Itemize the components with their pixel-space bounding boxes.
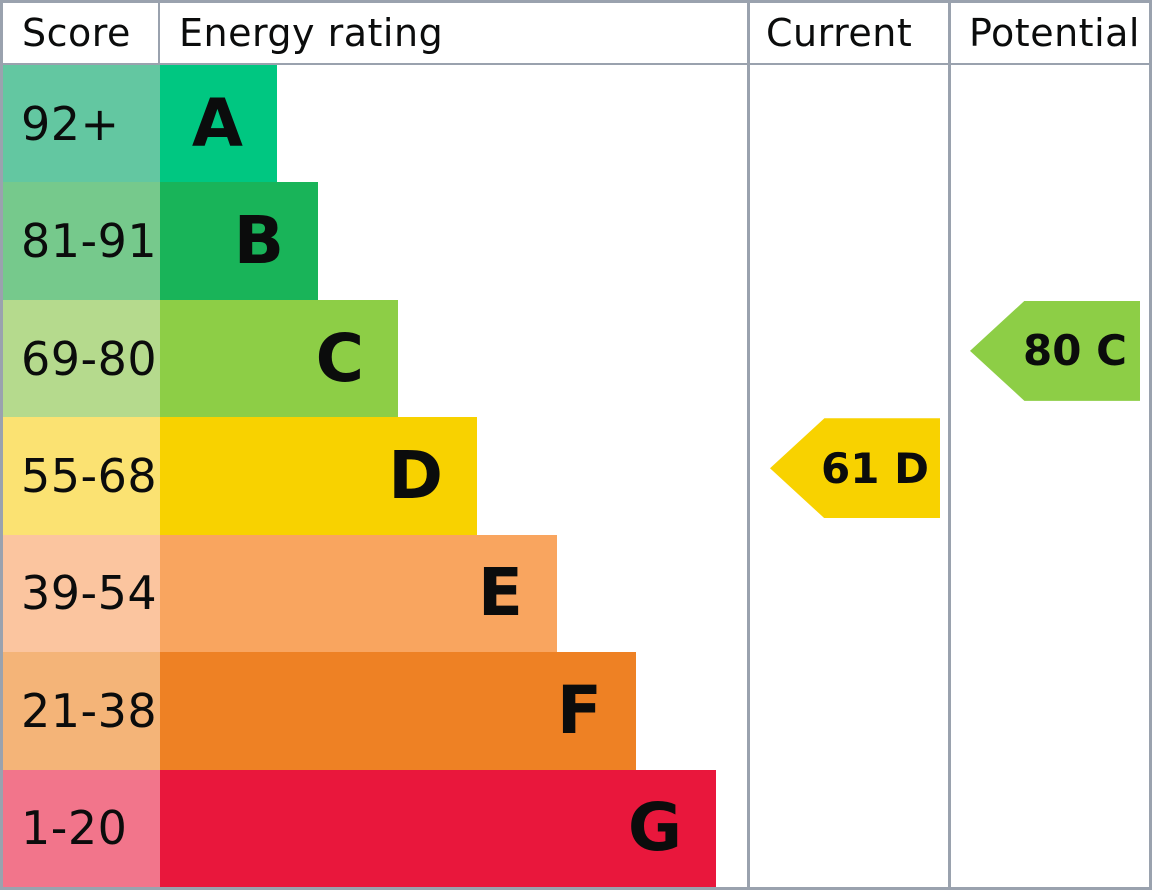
score-range: 21-38	[3, 652, 160, 770]
rating-letter: F	[556, 671, 602, 749]
rating-letter: C	[315, 319, 364, 397]
rating-row: 81-91 B	[3, 182, 1149, 300]
rating-row: 92+ A	[3, 65, 1149, 183]
score-range: 55-68	[3, 417, 160, 535]
potential-rating-label: 80 C	[1023, 326, 1127, 376]
score-range: 1-20	[3, 769, 160, 887]
rating-bar: D	[160, 417, 477, 535]
rating-row: 39-54 E	[3, 534, 1149, 653]
rating-bar: A	[160, 65, 277, 183]
rating-letter: E	[477, 554, 523, 632]
header-current: Current	[766, 11, 913, 55]
rating-letter: A	[191, 84, 243, 162]
column-divider-current	[747, 3, 750, 887]
current-rating-label: 61 D	[821, 443, 929, 493]
rating-row: 21-38 F	[3, 652, 1149, 770]
score-range: 69-80	[3, 299, 160, 418]
column-divider-potential	[948, 3, 951, 887]
header-energy-rating: Energy rating	[179, 11, 444, 55]
rating-bar: B	[160, 182, 318, 300]
chart-body: 92+ A 81-91 B 69-80 C 55-68 D 39-54 E 21…	[3, 65, 1149, 887]
rating-letter: G	[627, 789, 682, 867]
rating-bar: C	[160, 299, 398, 418]
rating-row: 55-68 D	[3, 417, 1149, 535]
rating-bar: F	[160, 652, 636, 770]
header-potential: Potential	[969, 11, 1140, 55]
rating-bar: E	[160, 534, 557, 653]
score-range: 39-54	[3, 534, 160, 653]
chart-header: Score Energy rating Current Potential	[3, 3, 1149, 65]
rating-letter: D	[388, 436, 443, 514]
header-score: Score	[3, 3, 160, 63]
rating-row: 69-80 C	[3, 299, 1149, 418]
score-range: 81-91	[3, 182, 160, 300]
score-range: 92+	[3, 65, 160, 183]
rating-letter: B	[233, 202, 284, 280]
rating-bar: G	[160, 769, 716, 887]
rating-row: 1-20 G	[3, 769, 1149, 887]
